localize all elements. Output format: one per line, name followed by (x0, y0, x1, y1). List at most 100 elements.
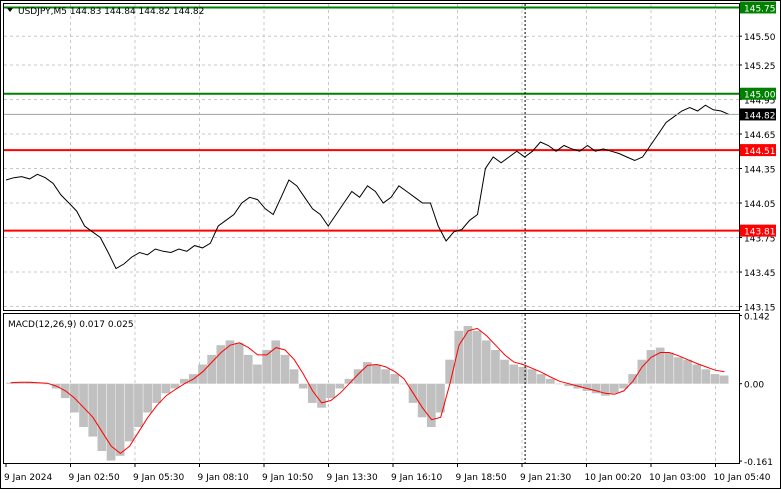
symbol-dropdown-icon[interactable] (7, 8, 13, 12)
current-price-label: 144.82 (744, 111, 776, 121)
macd-signal (10, 327, 725, 455)
macd-bar (701, 369, 711, 384)
time-tick-label: 9 Jan 02:50 (69, 473, 121, 483)
macd-bar (317, 383, 326, 408)
macd-axis: 0.142 0.00 -0.161 (739, 312, 773, 468)
macd-bar (234, 342, 244, 384)
macd-bar (591, 383, 601, 394)
macd-bar (536, 374, 546, 384)
level-label-bg (740, 1, 776, 14)
macd-bar (509, 364, 519, 384)
macd-bar (15, 382, 24, 384)
current-price-bg (740, 108, 776, 121)
macd-bar (417, 383, 427, 418)
macd-bar (289, 369, 299, 384)
level-label-bg (740, 87, 776, 100)
macd-bar (610, 383, 619, 394)
macd-bar (225, 340, 235, 384)
macd-bar (454, 330, 464, 384)
price-tick-label: 144.95 (744, 96, 776, 106)
price-levels[interactable]: 145.75 145.00 144.51 143.81 (4, 1, 776, 238)
macd-bar (637, 359, 647, 384)
macd-bar (655, 347, 665, 384)
price-tick-label: 144.35 (744, 166, 776, 176)
macd-bar (97, 383, 107, 451)
price-series (5, 104, 730, 270)
macd-bar (271, 340, 281, 384)
macd-readout: MACD(12,26,9) 0.017 0.025 (8, 320, 134, 330)
macd-bar (344, 378, 354, 384)
macd-bar (362, 362, 372, 384)
macd-bar (207, 354, 216, 384)
time-tick-label: 9 Jan 13:30 (327, 473, 379, 483)
level-label: 145.00 (744, 91, 776, 101)
macd-bar (198, 364, 207, 384)
level-label-bg (740, 224, 776, 237)
time-tick-label: 9 Jan 05:30 (133, 473, 185, 483)
time-tick-label: 10 Jan 03:00 (649, 473, 706, 483)
time-axis: 9 Jan 2024 9 Jan 02:50 9 Jan 05:30 9 Jan 08… (4, 463, 771, 483)
macd-bar (600, 383, 610, 396)
macd-bar (674, 357, 683, 384)
macd-bar (33, 382, 43, 384)
macd-bar (445, 359, 454, 384)
macd-bar (372, 364, 381, 384)
time-tick-label: 9 Jan 10:50 (262, 473, 314, 483)
price-tick-label: 143.15 (744, 304, 776, 314)
price-panel-border (3, 3, 740, 311)
macd-bar (518, 366, 528, 384)
price-tick-label: 145.50 (744, 33, 776, 43)
macd-panel-border (3, 313, 740, 464)
macd-bar (564, 383, 573, 387)
price-tick-label: 143.75 (744, 235, 776, 245)
macd-tick-label: -0.161 (744, 458, 773, 468)
macd-bar (42, 383, 52, 385)
price-tick-label: 144.65 (744, 131, 776, 141)
time-tick-label: 9 Jan 21:30 (520, 473, 572, 483)
time-tick-label: 10 Jan 05:40 (714, 473, 771, 483)
macd-bar (79, 383, 88, 427)
macd-bar (298, 383, 308, 389)
time-tick-label: 9 Jan 2024 (4, 473, 52, 483)
level-label: 143.81 (744, 228, 776, 238)
price-grid (4, 4, 739, 310)
time-tick-label: 9 Jan 08:10 (198, 473, 250, 483)
macd-bar (179, 378, 189, 384)
macd-bar (664, 352, 674, 384)
macd-bar (161, 383, 171, 394)
macd-bar (106, 383, 116, 461)
price-line (5, 104, 730, 270)
macd-bar (115, 383, 125, 456)
level-label: 144.51 (744, 147, 776, 157)
macd-bar (619, 383, 628, 389)
macd-bar (710, 374, 720, 384)
level-label-bg (740, 144, 776, 157)
macd-bar (216, 345, 226, 384)
macd-bar (170, 383, 180, 389)
macd-bar (427, 383, 436, 427)
macd-bar (692, 364, 702, 384)
time-tick-label: 10 Jan 00:20 (585, 473, 642, 483)
macd-tick-label: 0.00 (744, 381, 764, 391)
macd-bar (243, 354, 253, 384)
macd-bar (491, 350, 500, 384)
macd-bar (125, 383, 134, 442)
macd-bar (436, 383, 445, 413)
time-tick-label: 9 Jan 16:10 (391, 473, 443, 483)
macd-bar (463, 326, 473, 384)
macd-bar (546, 378, 555, 384)
macd-bar (390, 374, 400, 384)
current-price-marker: 144.82 (4, 108, 776, 121)
macd-bar (308, 383, 317, 403)
macd-bar (6, 382, 15, 384)
level-label: 145.75 (744, 4, 776, 14)
macd-bar (719, 375, 729, 384)
macd-signal-line (10, 327, 725, 455)
price-tick-label: 143.45 (744, 269, 776, 279)
macd-bar (262, 350, 271, 384)
macd-bar (335, 383, 345, 389)
time-tick-label: 9 Jan 18:50 (456, 473, 508, 483)
symbol-readout: USDJPY,M5 144.83 144.84 144.82 144.82 (18, 7, 204, 17)
